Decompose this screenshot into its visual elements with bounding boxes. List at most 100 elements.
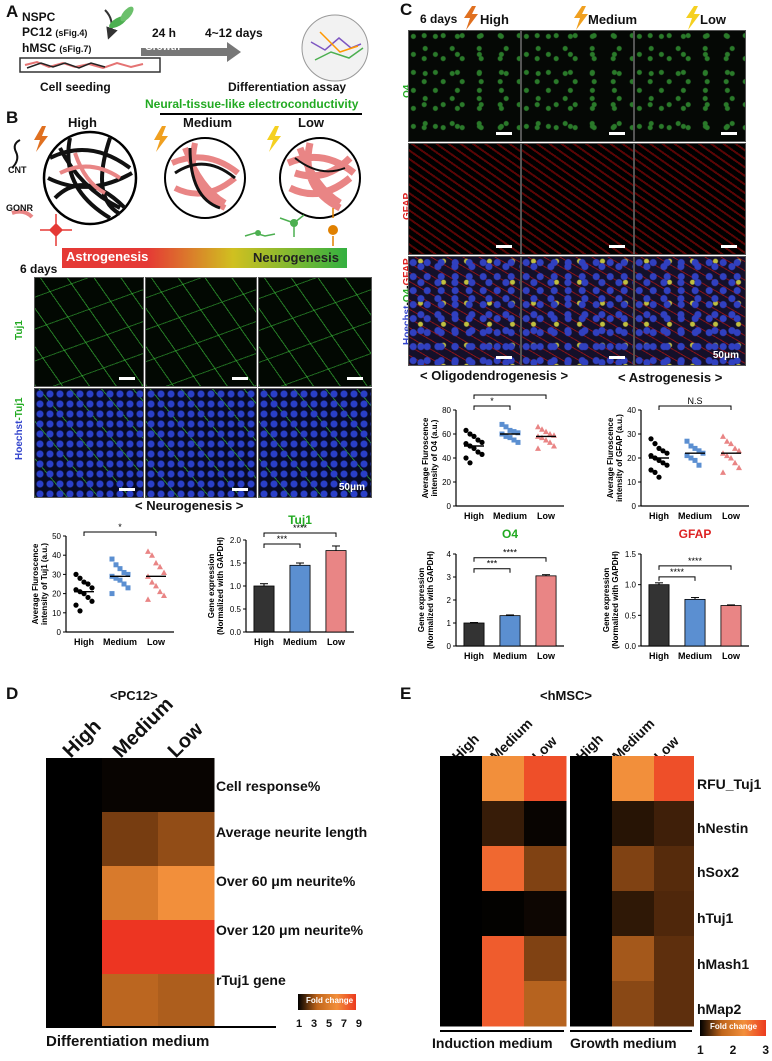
y-axis-label: (Normalized with GAPDH) xyxy=(426,551,435,649)
data-point xyxy=(89,598,95,604)
heatmap-cell xyxy=(46,866,103,921)
data-point xyxy=(720,469,726,475)
cell-types: NSPC PC12 (sFig.4) hMSC (sFig.7) xyxy=(22,10,91,57)
scale-bar xyxy=(496,356,512,359)
heatmap-cell xyxy=(524,801,567,847)
b-merge-low-image: 50μm xyxy=(258,388,372,498)
y-axis-label: Gene expression xyxy=(417,568,426,633)
data-point xyxy=(463,441,469,447)
data-point xyxy=(81,579,87,585)
x-tick-label: Medium xyxy=(678,511,712,521)
b-row-tuj1-label: Tuj1 xyxy=(14,320,25,340)
bolt-low-icon xyxy=(267,126,281,152)
data-point xyxy=(660,448,666,454)
y-tick-label: 2.0 xyxy=(230,536,242,545)
data-point xyxy=(664,450,670,456)
data-point xyxy=(543,437,549,443)
d-colorbar-title: Fold change xyxy=(306,996,354,1005)
heatmap-cell xyxy=(482,846,525,892)
c-gfap-medium-image xyxy=(521,143,634,255)
bar xyxy=(463,622,485,647)
heatmap-cell xyxy=(440,756,483,802)
y-tick-label: 1.0 xyxy=(230,582,242,591)
data-point xyxy=(736,447,742,454)
d-col-medium: Medium xyxy=(108,693,178,763)
data-point xyxy=(736,464,742,471)
panel-a-label: A xyxy=(6,2,19,21)
c-o4-intensity-chart: 0 20 40 60 80 High Medium Low Average Fluroscenc… xyxy=(421,394,564,521)
x-tick-label: Medium xyxy=(493,511,527,521)
panel-a-schematic xyxy=(19,6,369,82)
data-point xyxy=(515,439,521,445)
scale-bar xyxy=(721,132,737,135)
data-point xyxy=(109,556,115,562)
y-tick-label: 20 xyxy=(442,478,451,487)
significance-label: *** xyxy=(277,534,288,544)
significance-bracket xyxy=(658,405,732,410)
scale-bar xyxy=(347,377,363,380)
astrogenesis-label: Astrogenesis xyxy=(66,249,149,264)
c-merge-high-image xyxy=(408,256,521,366)
data-point xyxy=(724,438,730,444)
y-tick-label: 80 xyxy=(442,406,451,415)
cell-hmsc-ref: (sFig.7) xyxy=(59,44,92,54)
y-axis-label: (Normalized with GAPDH) xyxy=(611,551,620,649)
heatmap-cell xyxy=(570,801,613,847)
heatmap-cell xyxy=(612,981,655,1027)
data-point xyxy=(161,592,167,599)
heatmap-cell xyxy=(158,758,215,813)
y-axis-label: intensity of Tuj1 (a.u.) xyxy=(40,543,49,625)
data-point xyxy=(157,563,163,570)
d-row-0: Cell response% xyxy=(216,778,321,794)
data-point xyxy=(109,591,115,597)
e-colorbar-title: Fold change xyxy=(710,1022,758,1031)
x-tick-label: Low xyxy=(722,511,741,521)
b-tuj1-high-image xyxy=(34,277,144,387)
heatmap-cell xyxy=(612,936,655,982)
panel-e-label: E xyxy=(400,684,412,703)
data-point xyxy=(507,435,513,441)
c-merge-low-image: 50μm xyxy=(634,256,746,366)
x-tick-label: Low xyxy=(147,637,166,647)
panel-d-label: D xyxy=(6,684,19,703)
data-point xyxy=(117,577,123,583)
c-days-label: 6 days xyxy=(420,12,458,26)
data-point xyxy=(728,455,734,461)
y-axis-label: Average Fluroscence xyxy=(606,417,615,498)
x-tick-label: Low xyxy=(722,651,741,661)
bar xyxy=(535,575,557,647)
y-tick-label: 0.5 xyxy=(230,605,242,614)
e-colorbar-ticks: 1 2 3 xyxy=(697,1043,769,1057)
y-axis-label: Average Fluroscence xyxy=(31,543,40,624)
bar xyxy=(648,584,670,647)
d-footer-line xyxy=(46,1026,276,1028)
heatmap-cell xyxy=(524,936,567,982)
heatmap-cell xyxy=(482,981,525,1027)
growth-arrow-label: Growth xyxy=(145,42,180,53)
x-tick-label: Medium xyxy=(678,651,712,661)
e-induction-line xyxy=(440,1030,564,1032)
cnt-legend-label: CNT xyxy=(8,165,27,175)
y-tick-label: 10 xyxy=(627,478,636,487)
y-tick-label: 1.5 xyxy=(230,559,242,568)
b-tuj1-medium-image xyxy=(145,277,257,387)
y-tick-label: 0.0 xyxy=(230,628,242,637)
data-point xyxy=(503,424,509,430)
data-point xyxy=(507,427,513,433)
heatmap-cell xyxy=(654,936,694,982)
heatmap-cell xyxy=(654,981,694,1027)
data-point xyxy=(535,423,541,430)
d-col-high: High xyxy=(58,715,106,763)
data-point xyxy=(515,430,521,436)
significance-bracket xyxy=(658,565,732,570)
significance-label: * xyxy=(118,522,122,532)
y-tick-label: 0 xyxy=(447,502,452,511)
e-row-5: hMap2 xyxy=(697,1001,742,1017)
differentiation-assay-label: Differentiation assay xyxy=(228,80,347,94)
heatmap-cell xyxy=(482,891,525,937)
b-level-medium: Medium xyxy=(183,115,233,130)
chart-title: GFAP xyxy=(679,527,712,541)
b-merge-high-image xyxy=(34,388,144,498)
heatmap-cell xyxy=(158,812,215,867)
